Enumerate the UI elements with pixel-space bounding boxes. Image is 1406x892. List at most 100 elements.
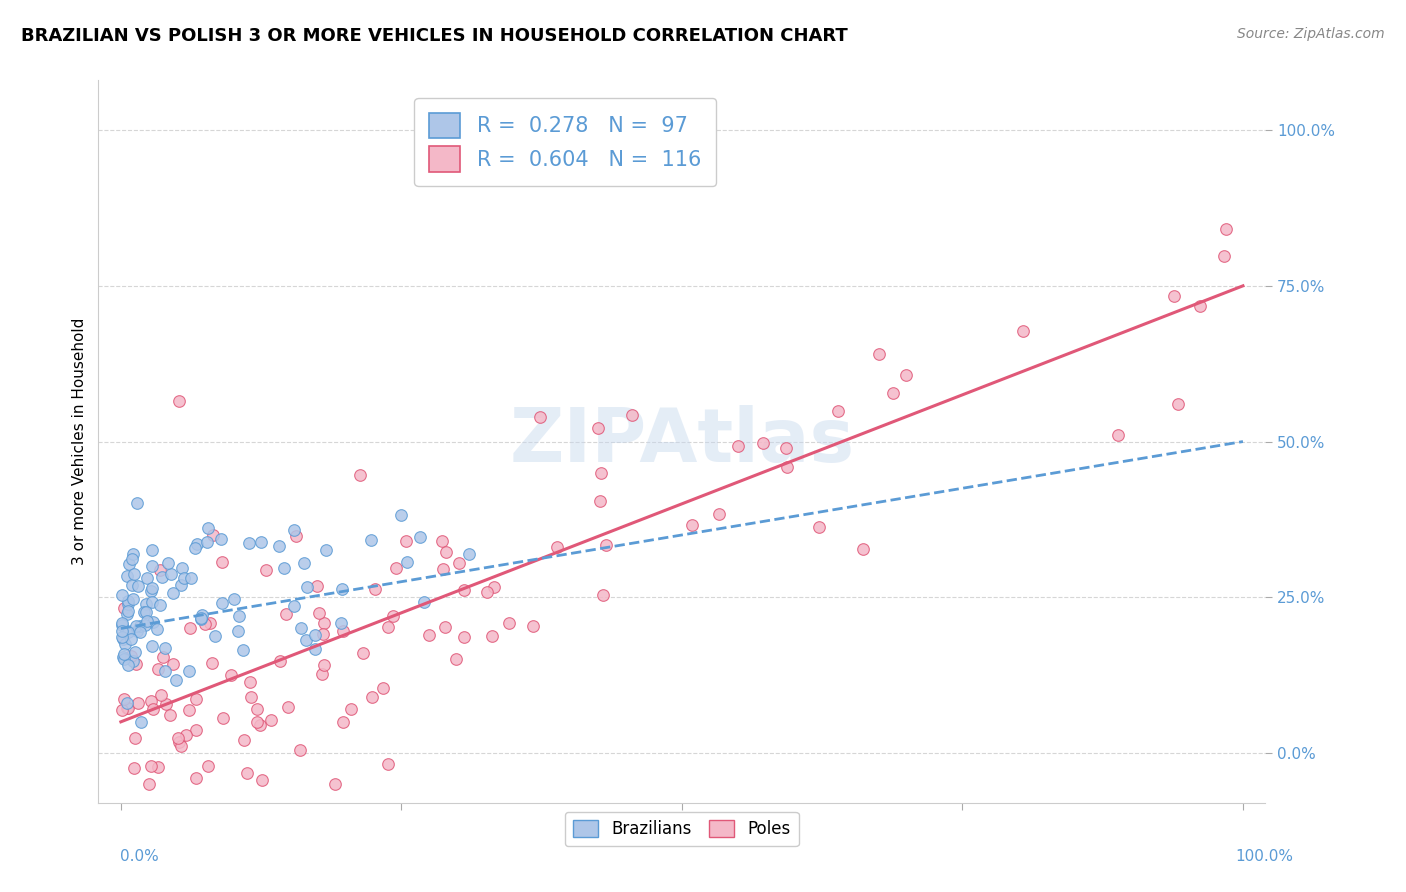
Point	[202, 528, 225, 542]
Point	[127, 579, 149, 593]
Point	[868, 346, 890, 360]
Point	[155, 697, 177, 711]
Point	[195, 535, 218, 549]
Point	[330, 616, 353, 631]
Point	[112, 601, 135, 615]
Point	[155, 640, 177, 655]
Point	[412, 594, 434, 608]
Point	[453, 630, 475, 644]
Point	[150, 689, 173, 703]
Point	[122, 761, 145, 775]
Point	[595, 538, 617, 552]
Point	[110, 618, 132, 632]
Point	[141, 639, 163, 653]
Point	[852, 541, 875, 556]
Point	[295, 580, 318, 594]
Y-axis label: 3 or more Vehicles in Household: 3 or more Vehicles in Household	[72, 318, 87, 566]
Point	[115, 607, 138, 622]
Point	[236, 766, 259, 780]
Point	[125, 657, 148, 671]
Point	[232, 732, 254, 747]
Point	[141, 694, 163, 708]
Point	[136, 571, 159, 585]
Point	[135, 606, 157, 620]
Point	[124, 731, 146, 745]
Point	[277, 699, 299, 714]
Point	[408, 531, 430, 545]
Point	[434, 545, 457, 559]
Point	[709, 507, 731, 521]
Point	[352, 646, 374, 660]
Point	[135, 598, 157, 612]
Point	[807, 519, 830, 533]
Point	[307, 579, 329, 593]
Point	[153, 664, 176, 678]
Text: 0.0%: 0.0%	[120, 849, 159, 863]
Point	[173, 571, 195, 585]
Point	[228, 624, 250, 639]
Point	[170, 561, 193, 575]
Point	[1167, 397, 1189, 411]
Point	[142, 702, 165, 716]
Point	[170, 578, 193, 592]
Point	[361, 690, 384, 704]
Point	[418, 627, 440, 641]
Point	[146, 622, 169, 636]
Point	[332, 714, 354, 729]
Point	[162, 586, 184, 600]
Point	[315, 543, 337, 558]
Point	[273, 560, 295, 574]
Text: BRAZILIAN VS POLISH 3 OR MORE VEHICLES IN HOUSEHOLD CORRELATION CHART: BRAZILIAN VS POLISH 3 OR MORE VEHICLES I…	[21, 27, 848, 45]
Point	[232, 643, 254, 657]
Point	[389, 508, 412, 522]
Point	[458, 547, 481, 561]
Point	[159, 707, 181, 722]
Point	[129, 619, 152, 633]
Point	[304, 628, 326, 642]
Point	[246, 701, 269, 715]
Point	[529, 409, 551, 424]
Point	[156, 556, 179, 570]
Point	[360, 533, 382, 547]
Point	[385, 561, 408, 575]
Text: ZIPAtlas: ZIPAtlas	[509, 405, 855, 478]
Point	[197, 759, 219, 773]
Point	[190, 607, 212, 622]
Point	[314, 615, 336, 630]
Point	[228, 609, 250, 624]
Point	[115, 700, 138, 714]
Point	[364, 582, 387, 597]
Point	[127, 496, 149, 510]
Point	[197, 521, 219, 535]
Point	[111, 624, 134, 639]
Point	[186, 692, 208, 706]
Point	[589, 466, 612, 480]
Point	[134, 617, 156, 632]
Point	[211, 596, 233, 610]
Point	[167, 394, 190, 409]
Point	[475, 585, 498, 599]
Point	[129, 624, 152, 639]
Point	[250, 773, 273, 788]
Point	[166, 731, 188, 746]
Point	[117, 597, 139, 611]
Point	[127, 696, 149, 710]
Point	[449, 556, 471, 570]
Point	[444, 652, 467, 666]
Point	[751, 435, 773, 450]
Point	[1012, 324, 1035, 338]
Point	[117, 658, 139, 673]
Point	[453, 582, 475, 597]
Point	[290, 621, 312, 635]
Text: 100.0%: 100.0%	[1236, 849, 1294, 863]
Point	[522, 619, 544, 633]
Point	[201, 656, 224, 670]
Point	[209, 532, 232, 546]
Point	[162, 657, 184, 672]
Point	[142, 615, 165, 630]
Point	[377, 620, 399, 634]
Point	[141, 581, 163, 595]
Point	[312, 626, 335, 640]
Point	[152, 650, 174, 665]
Point	[198, 616, 221, 631]
